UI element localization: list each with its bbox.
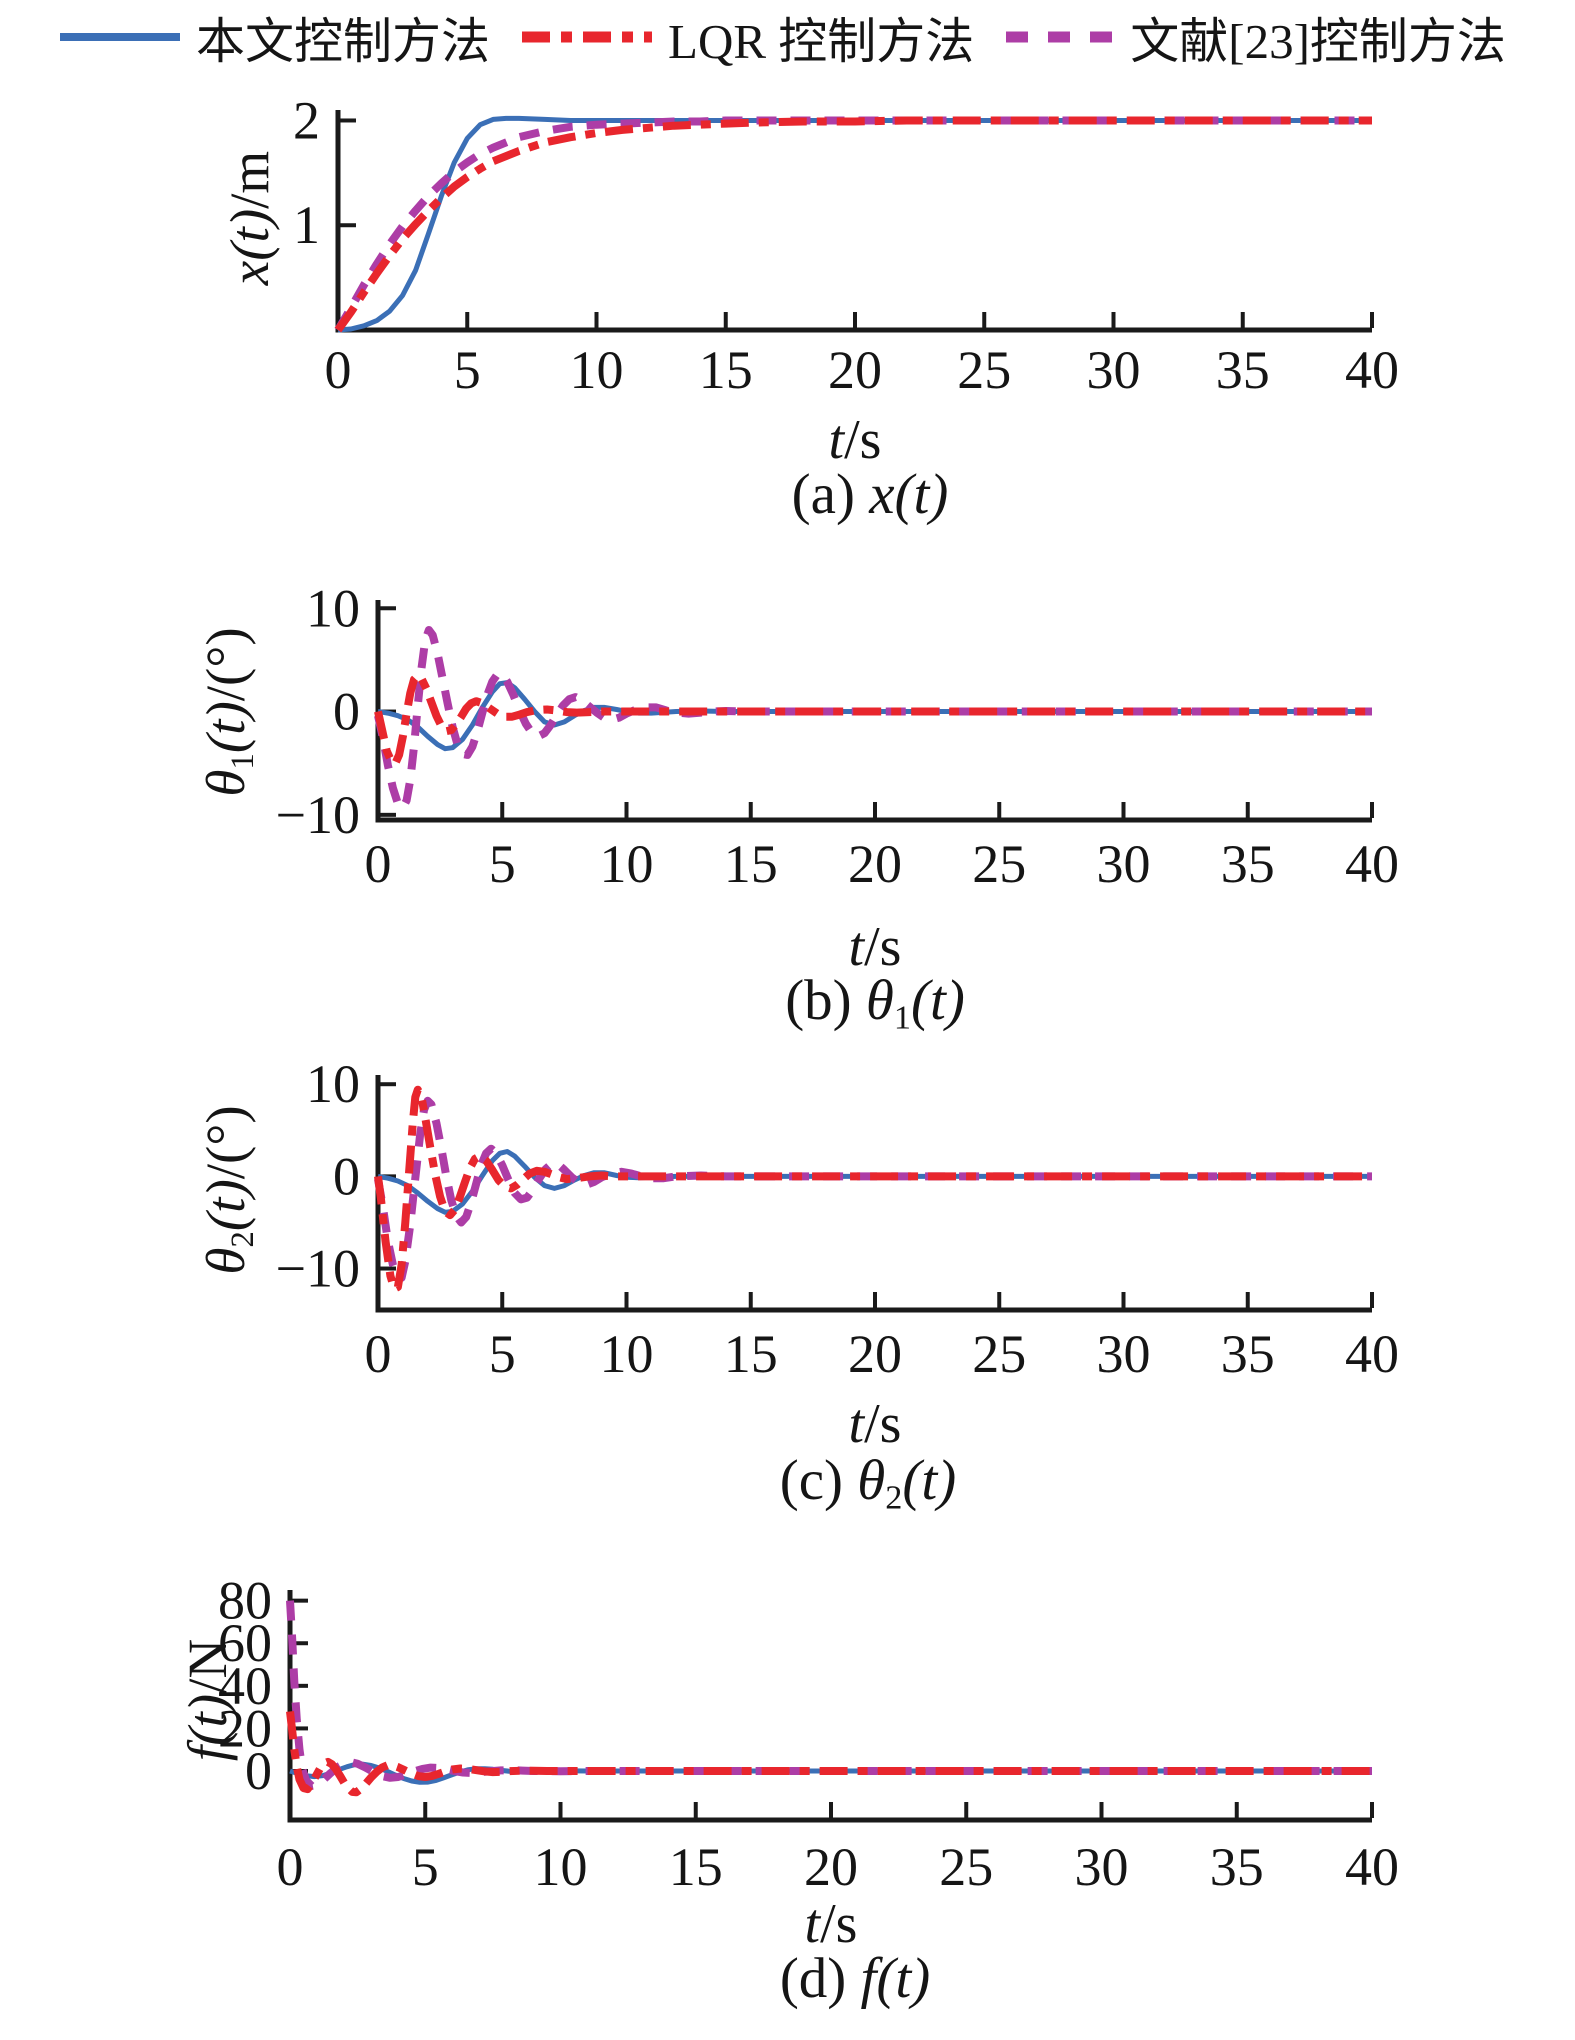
x-tick-label: 25 [939, 1837, 993, 1897]
x-tick-label: 30 [1097, 834, 1151, 894]
legend-item-ref23: 文献[23]控制方法 [1004, 2, 1506, 73]
x-tick-label: 20 [804, 1837, 858, 1897]
series-line-0 [377, 1149, 1372, 1215]
chart-d-x-axis-label: t/s [804, 1893, 858, 1955]
legend-label-ref23: 文献[23]控制方法 [1130, 13, 1506, 69]
series-line-2 [286, 1710, 1372, 1797]
chart-c-x-axis-label: t/s [848, 1393, 902, 1455]
x-tick-label: 0 [325, 340, 352, 400]
series-line-2 [374, 1085, 1372, 1293]
series-line-1 [374, 1096, 1372, 1283]
x-tick-label: 5 [489, 1324, 516, 1384]
y-tick-label: −10 [276, 785, 360, 845]
y-tick-label: 10 [306, 578, 360, 638]
x-tick-label: 35 [1210, 1837, 1264, 1897]
x-tick-label: 20 [828, 340, 882, 400]
x-tick-label: 20 [848, 1324, 902, 1384]
y-tick-label: 80 [218, 1571, 272, 1631]
chart-a-caption: (a) x(t) [791, 463, 949, 526]
x-tick-label: 25 [957, 340, 1011, 400]
legend-item-proposed: 本文控制方法 [58, 2, 490, 73]
legend-line-sample-lqr-icon [522, 31, 653, 43]
x-tick-label: 35 [1221, 834, 1275, 894]
legend-label-lqr: LQR 控制方法 [668, 13, 975, 69]
series-line-1 [374, 626, 1372, 812]
x-tick-label: 0 [277, 1837, 304, 1897]
series-line-2 [374, 671, 1372, 768]
x-tick-label: 25 [972, 834, 1026, 894]
x-tick-label: 0 [365, 1324, 392, 1384]
x-tick-label: 35 [1216, 340, 1270, 400]
y-tick-label: 60 [218, 1613, 272, 1673]
series-line-2 [334, 116, 1372, 333]
x-tick-label: 15 [724, 834, 778, 894]
y-tick-label: 0 [333, 1146, 360, 1206]
y-tick-label: −10 [276, 1239, 360, 1299]
axis-spines [375, 1075, 1372, 1313]
y-tick-label: 0 [333, 682, 360, 742]
axis-spines [335, 110, 1372, 333]
chart-b-x-axis-label: t/s [848, 916, 902, 978]
x-tick-label: 20 [848, 834, 902, 894]
axis-spines [375, 600, 1372, 823]
x-tick-label: 40 [1345, 340, 1399, 400]
chart-c-caption: (c) θ2(t) [779, 1449, 957, 1517]
x-tick-label: 5 [454, 340, 481, 400]
legend-label-proposed: 本文控制方法 [196, 13, 491, 69]
y-tick-label: 10 [306, 1054, 360, 1114]
x-tick-label: 5 [412, 1837, 439, 1897]
y-tick-label: 40 [218, 1656, 272, 1716]
chart-b-caption: (b) θ1(t) [785, 969, 965, 1037]
x-tick-label: 15 [669, 1837, 723, 1897]
legend-line-sample-ref23-icon [1006, 31, 1115, 43]
x-tick-label: 30 [1087, 340, 1141, 400]
x-tick-label: 15 [699, 340, 753, 400]
series-line-1 [286, 1600, 1372, 1790]
x-tick-label: 40 [1345, 1324, 1399, 1384]
legend: 本文控制方法 LQR 控制方法 文献[23]控制方法 [58, 4, 1506, 70]
y-tick-label: 0 [245, 1741, 272, 1801]
x-tick-label: 30 [1075, 1837, 1129, 1897]
axis-spines [287, 1590, 1372, 1823]
legend-item-lqr: LQR 控制方法 [520, 2, 974, 73]
x-tick-label: 5 [489, 834, 516, 894]
y-tick-label: 2 [293, 90, 320, 150]
series-line-1 [334, 116, 1372, 333]
x-tick-label: 40 [1345, 1837, 1399, 1897]
x-tick-label: 25 [972, 1324, 1026, 1384]
y-tick-label: 1 [293, 195, 320, 255]
chart-d-caption: (d) f(t) [779, 1947, 931, 2010]
x-tick-label: 10 [534, 1837, 588, 1897]
x-tick-label: 10 [600, 834, 654, 894]
legend-line-sample-proposed-icon [60, 33, 180, 41]
y-tick-label: 20 [218, 1698, 272, 1758]
x-tick-label: 10 [600, 1324, 654, 1384]
x-tick-label: 15 [724, 1324, 778, 1384]
x-tick-label: 30 [1097, 1324, 1151, 1384]
x-tick-label: 0 [365, 834, 392, 894]
x-tick-label: 40 [1345, 834, 1399, 894]
chart-a-position-canvas: 0 5 10 15 20 25 30 35 40 1 2 [293, 90, 1399, 400]
x-tick-label: 35 [1221, 1324, 1275, 1384]
chart-a-x-axis-label: t/s [828, 409, 882, 471]
x-tick-label: 10 [570, 340, 624, 400]
